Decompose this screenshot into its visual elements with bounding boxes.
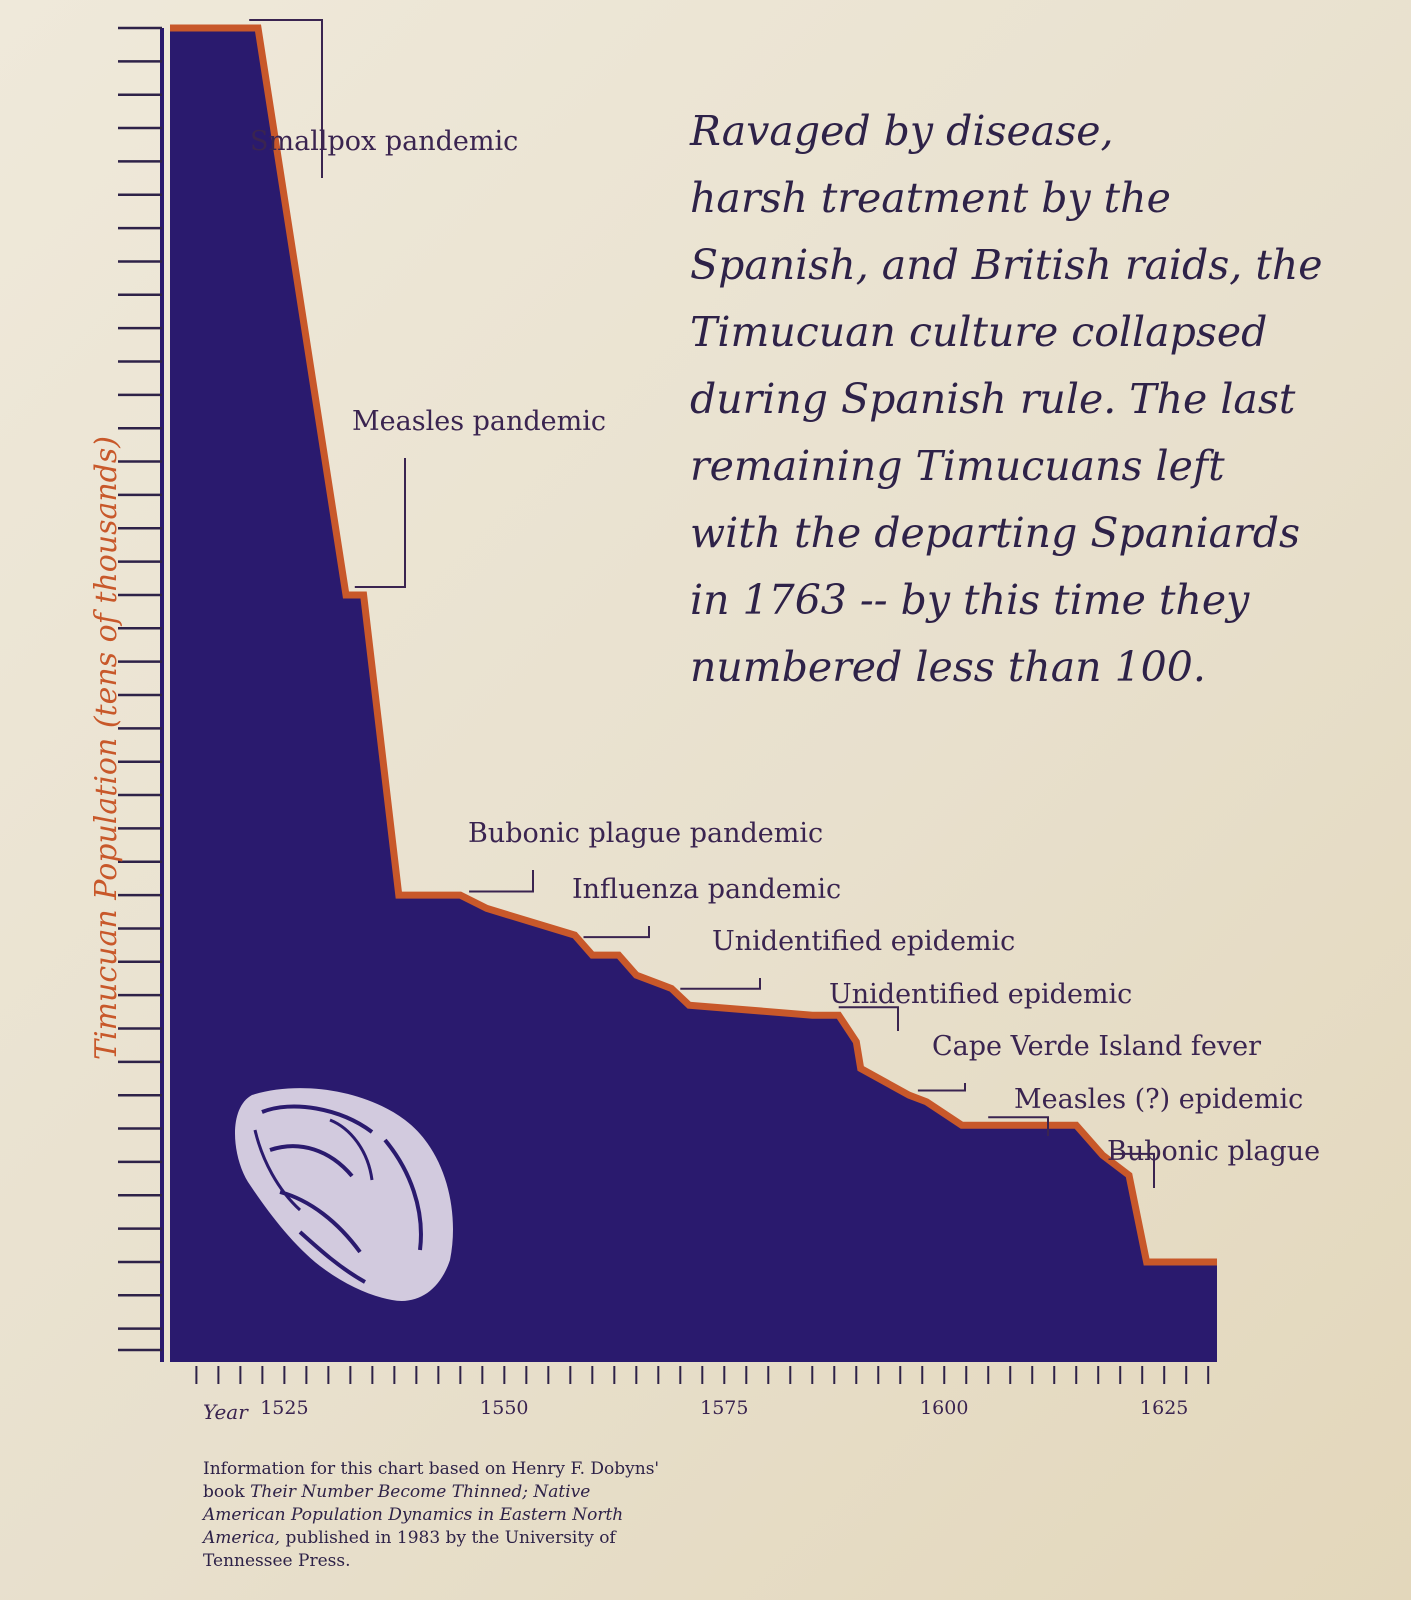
event-label: Influenza pandemic <box>572 874 841 905</box>
event-label: Measles pandemic <box>352 406 606 437</box>
x-axis-label: Year <box>203 1400 249 1424</box>
narrative-line: during Spanish rule. The last <box>690 375 1296 423</box>
population-area <box>170 28 1217 1362</box>
population-outline <box>170 24 1217 1266</box>
narrative-line: Spanish, and British raids, the <box>690 241 1323 289</box>
event-label: Unidentified epidemic <box>829 979 1132 1010</box>
event-label: Unidentified epidemic <box>712 926 1015 957</box>
event-label: Smallpox pandemic <box>250 126 518 157</box>
narrative-line: harsh treatment by the <box>690 174 1171 222</box>
x-tick-label: 1600 <box>920 1397 968 1419</box>
source-text-end: published in 1983 by the University of T… <box>203 1528 616 1571</box>
annotation-leader <box>917 1083 966 1092</box>
x-tick-label: 1525 <box>260 1397 308 1419</box>
narrative-line: in 1763 -- by this time they <box>690 576 1250 624</box>
source-book-title: Their Number Become Thinned; Native Amer… <box>203 1482 624 1548</box>
annotation-leader <box>469 870 534 893</box>
y-axis-label: Timucuan Population (tens of thousands) <box>89 436 124 1060</box>
source-text: Information for this chart based on Henr… <box>203 1459 660 1502</box>
annotation-leader <box>583 926 650 939</box>
annotation-leader <box>680 978 761 990</box>
event-label: Cape Verde Island fever <box>932 1031 1261 1062</box>
event-label: Measles (?) epidemic <box>1014 1084 1303 1115</box>
narrative-line: Ravaged by disease, <box>690 107 1114 155</box>
annotation-leader <box>988 1116 1049 1136</box>
narrative-text: Ravaged by disease, harsh treatment by t… <box>690 98 1350 701</box>
crouching-figure-illustration <box>235 1088 453 1301</box>
narrative-line: numbered less than 100. <box>690 643 1206 691</box>
x-tick-label: 1575 <box>700 1397 748 1419</box>
annotation-leader <box>354 458 406 588</box>
x-tick-label: 1625 <box>1140 1397 1188 1419</box>
annotation-leader <box>249 19 323 178</box>
narrative-line: with the departing Spaniards <box>690 509 1300 557</box>
event-label: Bubonic plague pandemic <box>468 818 823 849</box>
narrative-line: Timucuan culture collapsed <box>690 308 1268 356</box>
annotation-leader <box>1111 1152 1155 1188</box>
event-label: Bubonic plague <box>1107 1136 1320 1167</box>
annotation-leader <box>838 1006 899 1031</box>
narrative-line: remaining Timucuans left <box>690 442 1225 490</box>
x-tick-label: 1550 <box>480 1397 528 1419</box>
source-note: Information for this chart based on Henr… <box>203 1458 673 1573</box>
